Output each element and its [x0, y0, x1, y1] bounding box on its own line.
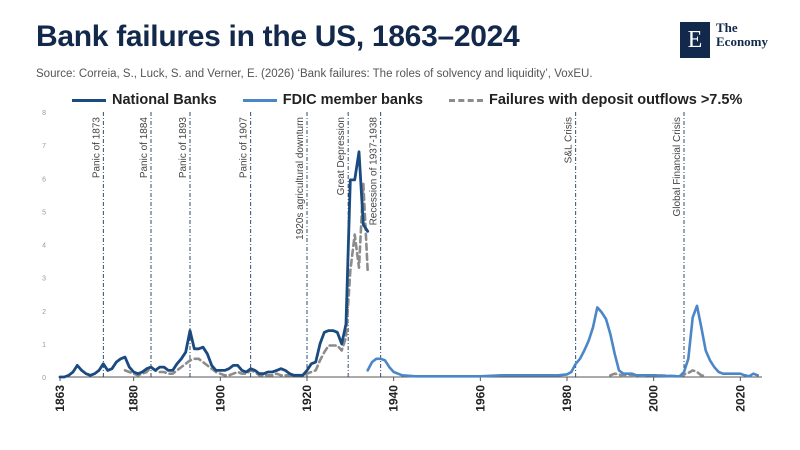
- x-tick-label: 1920: [300, 385, 314, 412]
- legend-item-national: National Banks: [72, 92, 217, 108]
- event-label: Recession of 1937-1938: [369, 117, 380, 226]
- y-tick-label: 3: [42, 276, 46, 283]
- series-line: [609, 369, 707, 378]
- legend-label-national: National Banks: [112, 92, 217, 108]
- x-tick-label: 2020: [733, 385, 747, 412]
- y-tick-label: 2: [42, 309, 46, 316]
- logo-text-line2: Economy: [716, 34, 768, 49]
- x-tick-label: 1940: [387, 385, 401, 412]
- legend-swatch-outflow: [448, 98, 483, 102]
- legend-swatch-national: [72, 98, 106, 102]
- legend-label-outflow: Failures with deposit outflows >7.5%: [488, 92, 743, 108]
- y-tick-label: 8: [42, 110, 46, 117]
- x-tick-label: 1980: [560, 385, 574, 412]
- y-tick-label: 0: [42, 375, 46, 382]
- economy-logo: E The Economy: [680, 20, 780, 60]
- source-note: Source: Correia, S., Luck, S. and Verner…: [36, 68, 593, 80]
- event-label: Panic of 1884: [139, 117, 150, 179]
- event-label: Global Financial Crisis: [672, 117, 683, 216]
- y-tick-label: 6: [42, 176, 46, 183]
- y-tick-label: 7: [42, 143, 46, 150]
- y-tick-label: 4: [42, 243, 46, 250]
- logo-text: The Economy: [716, 21, 768, 49]
- y-tick-label: 1: [42, 342, 46, 349]
- event-label: 1920s agricultural downturn: [295, 117, 306, 240]
- x-tick-label: 1880: [127, 385, 141, 412]
- event-label: Panic of 1873: [91, 117, 102, 179]
- chart-legend: National Banks FDIC member banks Failure…: [72, 91, 768, 109]
- event-label: Panic of 1907: [239, 117, 250, 179]
- x-tick-label: 2000: [647, 385, 661, 412]
- event-label: Panic of 1893: [178, 117, 189, 179]
- chart-title: Bank failures in the US, 1863–2024: [36, 20, 520, 53]
- series-line: [123, 181, 369, 377]
- logo-mark: E: [680, 22, 710, 58]
- event-label: Great Depression: [336, 117, 347, 195]
- legend-swatch-fdic: [242, 98, 277, 102]
- series-line: [58, 150, 370, 379]
- legend-item-fdic: FDIC member banks: [242, 92, 423, 108]
- logo-text-line1: The: [716, 20, 738, 35]
- series-line: [366, 304, 759, 378]
- x-tick-label: 1960: [473, 385, 487, 412]
- legend-label-fdic: FDIC member banks: [282, 92, 423, 108]
- event-label: S&L Crisis: [564, 117, 575, 163]
- x-tick-label: 1863: [53, 385, 67, 412]
- legend-item-outflow: Failures with deposit outflows >7.5%: [448, 92, 743, 108]
- y-tick-label: 5: [42, 209, 46, 216]
- x-tick-label: 1900: [213, 385, 227, 412]
